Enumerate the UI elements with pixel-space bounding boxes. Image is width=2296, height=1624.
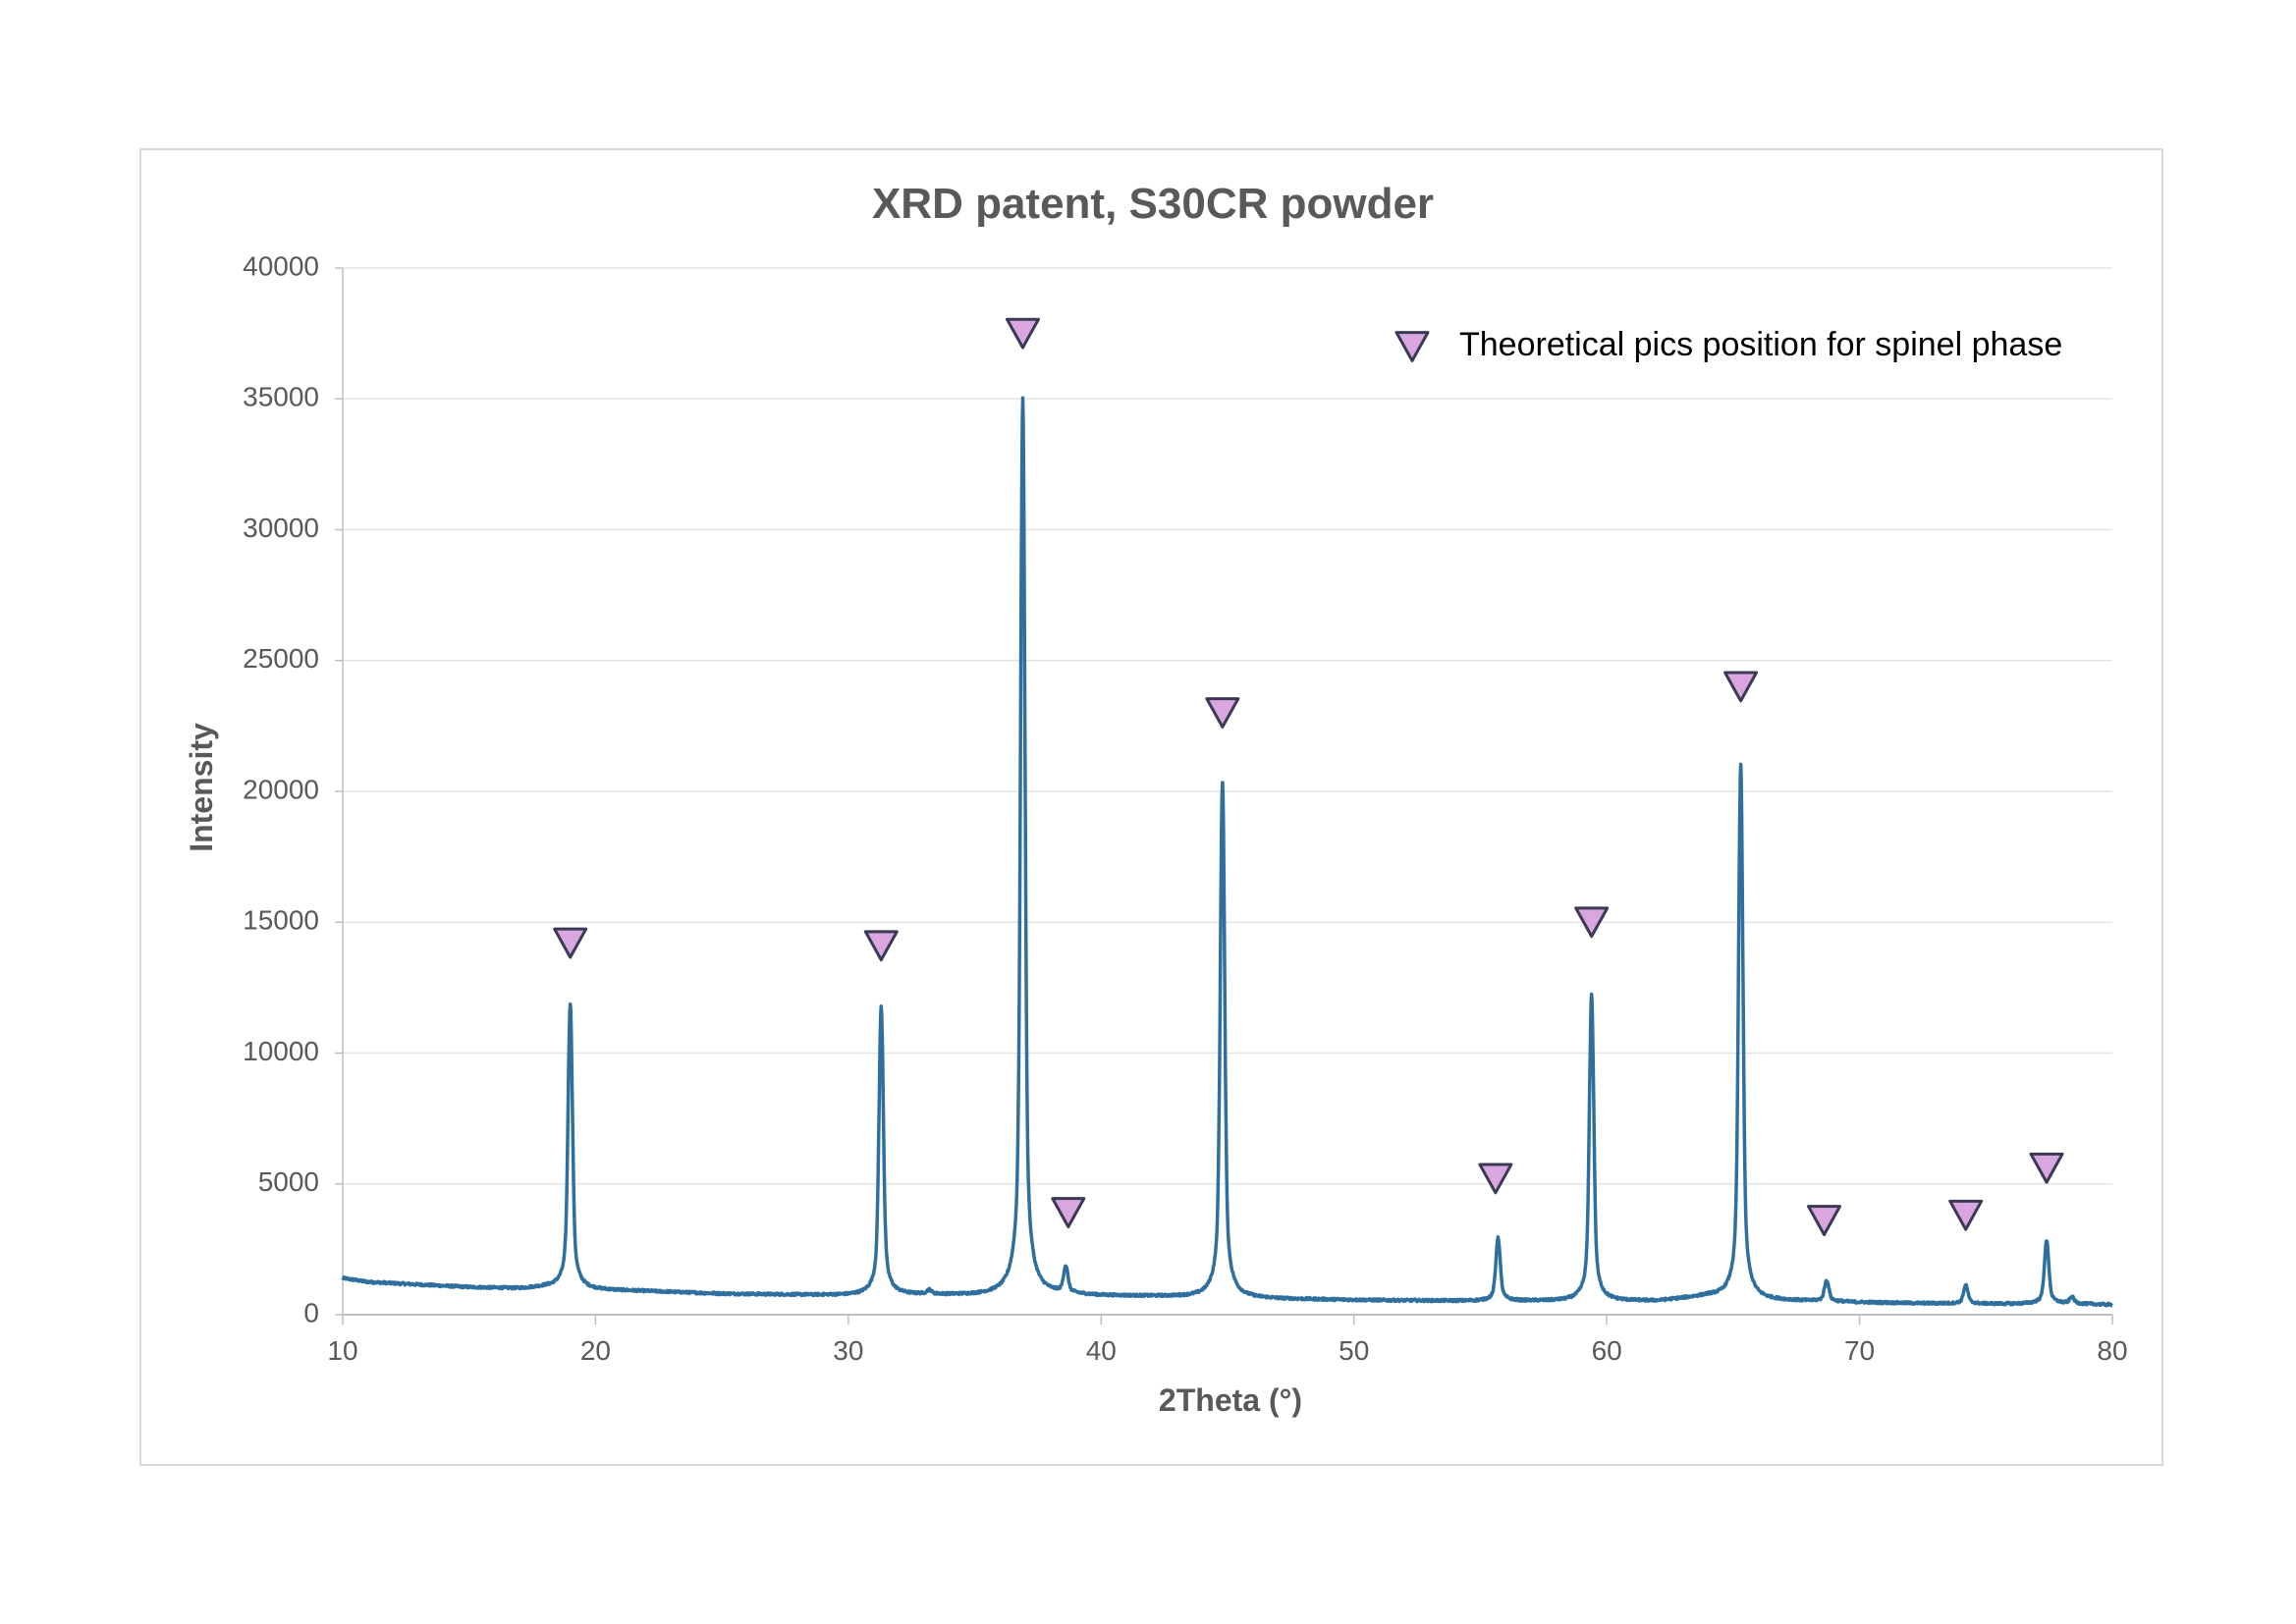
y-tick-label: 40000 [243, 250, 319, 281]
spinel-marker [553, 927, 588, 959]
y-tick-label: 5000 [258, 1166, 319, 1197]
x-tick-label: 30 [833, 1335, 863, 1366]
y-axis-title: Intensity [184, 723, 219, 852]
y-tick-label: 35000 [243, 382, 319, 412]
x-tick-label: 50 [1339, 1335, 1369, 1366]
legend-label: Theoretical pics position for spinel pha… [1459, 326, 2062, 363]
axes: 0 5000 10000 15000 20000 25000 30000 35000 40000… [243, 250, 2127, 1366]
spinel-marker [1005, 317, 1040, 350]
y-tick-label: 30000 [243, 513, 319, 543]
legend-triangle-marker [1394, 331, 1430, 362]
spinel-marker [1723, 671, 1759, 703]
x-tick-label: 20 [580, 1335, 611, 1366]
y-tick-label: 10000 [243, 1036, 319, 1066]
x-tick-label: 60 [1592, 1335, 1622, 1366]
chart-area: XRD patent, S30CR powder 0 5000 10000 15000… [139, 148, 2163, 1466]
plot-area [341, 396, 2114, 1308]
xrd-chart: XRD patent, S30CR powder 0 5000 10000 15000… [184, 180, 2128, 1418]
y-tick-label: 20000 [243, 774, 319, 804]
x-axis-title: 2Theta (°) [1159, 1382, 1302, 1418]
x-tick-label: 80 [2097, 1335, 2127, 1366]
legend: Theoretical pics position for spinel pha… [1394, 326, 2062, 363]
spinel-marker [863, 930, 899, 962]
grid [343, 267, 2112, 1185]
spinel-marker [1807, 1205, 1842, 1236]
spinel-markers [553, 317, 2064, 1236]
y-tick-label: 0 [303, 1297, 319, 1327]
spinel-marker [1478, 1163, 1513, 1195]
spinel-marker [1574, 906, 1610, 939]
y-tick-label: 15000 [243, 905, 319, 936]
x-tick-label: 10 [327, 1335, 357, 1366]
spinel-marker [1205, 697, 1240, 729]
chart-title: XRD patent, S30CR powder [872, 180, 1434, 228]
spinel-marker [1948, 1199, 1984, 1231]
intensity-series-line [341, 396, 2114, 1308]
x-tick-label: 70 [1844, 1335, 1875, 1366]
x-tick-label: 40 [1086, 1335, 1117, 1366]
spinel-marker [1051, 1197, 1086, 1228]
spinel-marker [2029, 1152, 2064, 1184]
y-tick-label: 25000 [243, 643, 319, 674]
